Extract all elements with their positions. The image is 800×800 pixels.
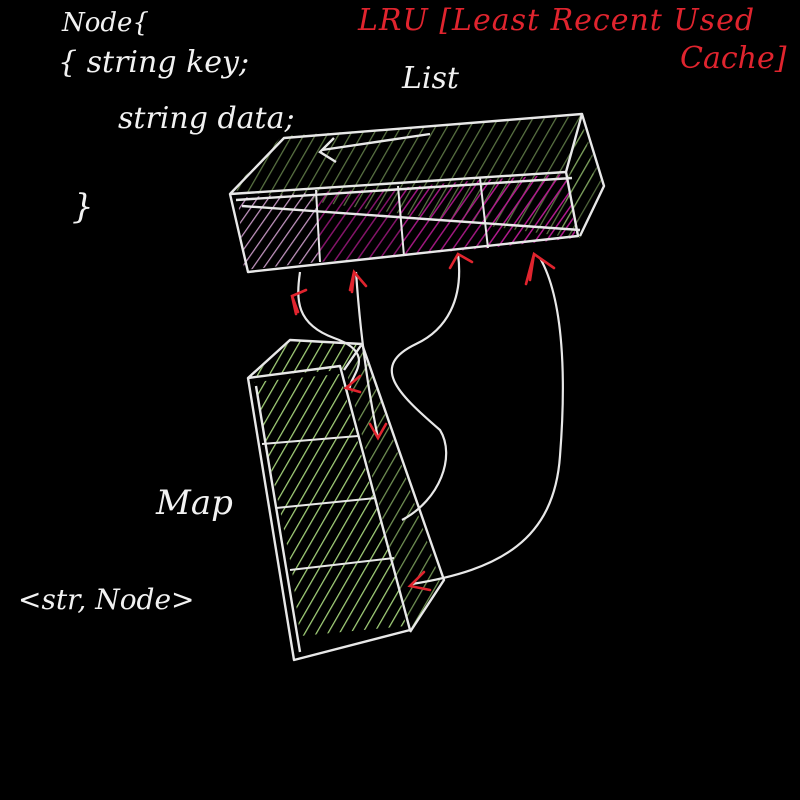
arrow-to-cell1 bbox=[290, 288, 308, 316]
lru-heading: LRU [Least Recent Used bbox=[358, 3, 756, 38]
arrow-to-map-slot1 bbox=[343, 374, 362, 394]
list-cell-2 bbox=[316, 188, 402, 262]
pointer-arrows bbox=[290, 251, 556, 592]
arrow-to-map-slot2 bbox=[368, 422, 388, 441]
arrow-to-map-slot4 bbox=[407, 570, 432, 592]
connector-cell1 bbox=[297, 271, 361, 389]
map-slot-3 bbox=[280, 500, 392, 570]
arrow-to-cell2 bbox=[348, 269, 368, 294]
pointer-connectors bbox=[297, 253, 564, 586]
map-slot-2 bbox=[266, 436, 374, 510]
map-slot-1 bbox=[254, 374, 356, 446]
map-slot-4 bbox=[292, 560, 406, 636]
map-dividers bbox=[261, 435, 395, 571]
list-head-arrow bbox=[318, 132, 431, 164]
node-struct-title: Node{ bbox=[62, 8, 149, 38]
list-cell-1 bbox=[238, 192, 318, 270]
arrow-to-cell3 bbox=[448, 252, 474, 270]
connector-cell2 bbox=[354, 271, 380, 439]
map-box bbox=[246, 338, 446, 662]
connector-cell4 bbox=[411, 257, 564, 586]
lru-heading-cache: Cache] bbox=[680, 41, 787, 76]
map-label: Map bbox=[156, 483, 233, 523]
node-struct-data-line: string data; bbox=[118, 101, 295, 136]
list-cell-3 bbox=[398, 180, 488, 256]
map-outline bbox=[246, 338, 446, 662]
list-cell-4 bbox=[480, 174, 576, 248]
connector-cell3 bbox=[390, 253, 461, 521]
list-label: List bbox=[402, 61, 459, 96]
arrow-to-cell4 bbox=[524, 251, 556, 286]
list-box bbox=[228, 112, 606, 274]
list-outline bbox=[228, 112, 606, 274]
node-struct-close: } bbox=[72, 187, 94, 227]
map-side-face bbox=[346, 346, 440, 640]
node-struct-key-line: { string key; bbox=[58, 45, 250, 80]
list-dividers bbox=[315, 177, 489, 263]
map-type-label: <str, Node> bbox=[18, 583, 195, 616]
